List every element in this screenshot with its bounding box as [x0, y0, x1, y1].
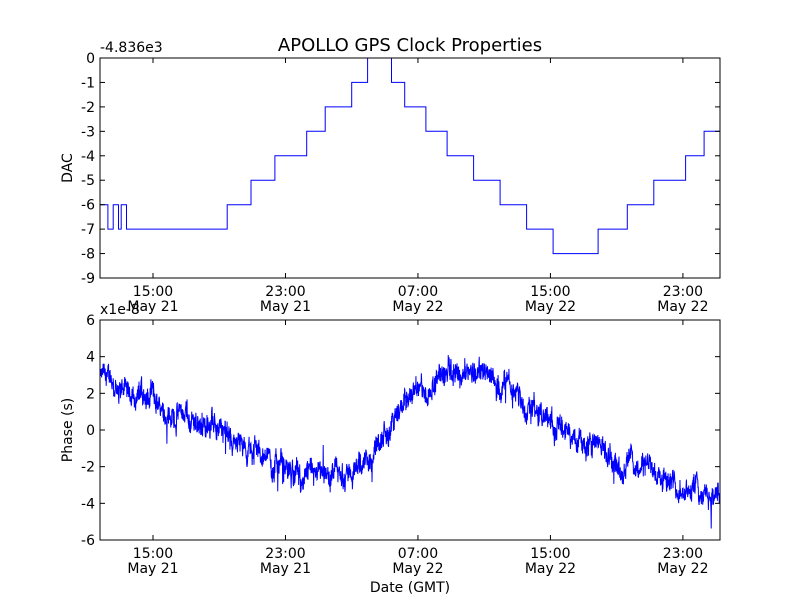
x-tick-date-label: May 22	[657, 561, 708, 577]
y-tick-label: -1	[81, 75, 95, 91]
x-tick-time-label: 15:00	[530, 546, 570, 562]
x-tick-time-label: 07:00	[398, 546, 438, 562]
y-tick-label: 4	[86, 350, 95, 366]
dac-series-line	[100, 58, 720, 255]
x-tick-time-label: 23:00	[663, 546, 703, 562]
y-tick-label: -4	[81, 496, 95, 512]
x-tick-date-label: May 22	[525, 561, 576, 577]
y-tick-label: -4	[81, 149, 95, 165]
x-axis-label: Date (GMT)	[370, 580, 450, 596]
x-tick-time-label: 15:00	[530, 284, 570, 300]
x-tick-date-label: May 22	[657, 299, 708, 315]
x-tick-time-label: 07:00	[398, 284, 438, 300]
y-tick-label: -6	[81, 198, 95, 214]
y-tick-label: 0	[86, 51, 95, 67]
x-tick-date-label: May 22	[392, 299, 443, 315]
axis-offset-label: -4.836e3	[100, 40, 163, 56]
x-tick-time-label: 15:00	[133, 284, 173, 300]
y-tick-label: 0	[86, 423, 95, 439]
x-tick-date-label: May 21	[127, 299, 178, 315]
y-tick-label: -6	[81, 533, 95, 549]
chart-title: APOLLO GPS Clock Properties	[278, 35, 542, 56]
y-axis-label: DAC	[60, 153, 76, 183]
x-tick-date-label: May 22	[525, 299, 576, 315]
x-tick-date-label: May 21	[260, 299, 311, 315]
phase-series-line	[100, 354, 720, 529]
y-tick-label: -2	[81, 460, 95, 476]
x-tick-time-label: 23:00	[265, 284, 305, 300]
y-tick-label: -3	[81, 124, 95, 140]
x-tick-time-label: 23:00	[265, 546, 305, 562]
axis-offset-label: x1e-8	[100, 302, 140, 318]
plot-frame	[99, 57, 721, 279]
y-tick-label: -2	[81, 100, 95, 116]
x-tick-time-label: 15:00	[133, 546, 173, 562]
y-axis-label: Phase (s)	[60, 398, 76, 462]
x-tick-time-label: 23:00	[663, 284, 703, 300]
y-tick-label: -7	[81, 222, 95, 238]
x-tick-date-label: May 22	[392, 561, 443, 577]
y-tick-label: 2	[86, 386, 95, 402]
y-tick-label: -8	[81, 247, 95, 263]
y-tick-label: 6	[86, 313, 95, 329]
x-tick-date-label: May 21	[260, 561, 311, 577]
y-tick-label: -5	[81, 173, 95, 189]
x-tick-date-label: May 21	[127, 561, 178, 577]
y-tick-label: -9	[81, 271, 95, 287]
